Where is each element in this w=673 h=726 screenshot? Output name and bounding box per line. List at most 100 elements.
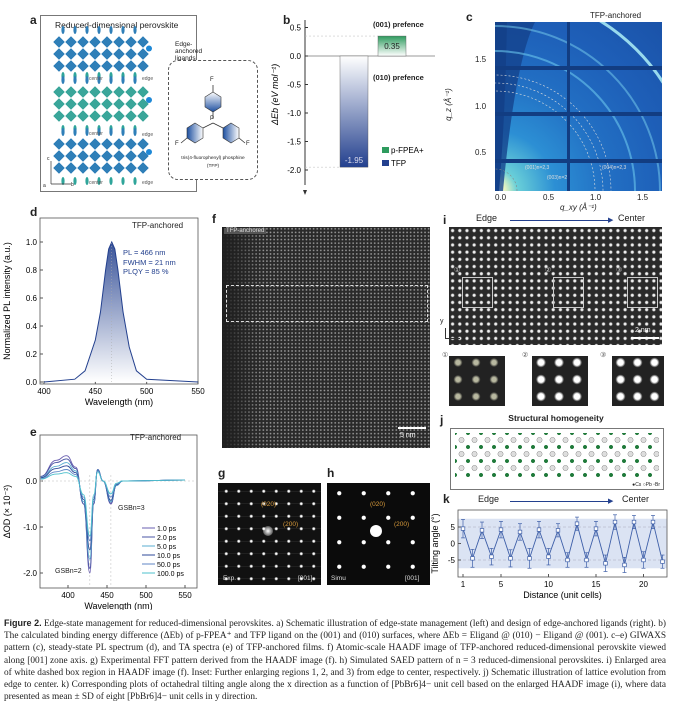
b-ytick-label: -0.5	[287, 81, 301, 90]
octahedron	[112, 97, 126, 111]
d-xtick-label: 400	[37, 387, 51, 396]
perovskite-lattice-illustration	[50, 26, 152, 185]
octahedron	[88, 109, 102, 123]
b-ytick-label: 0.0	[290, 52, 302, 61]
spot-200: (200)	[394, 521, 410, 528]
pl-info: PL = 466 nm FWHM = 21 nm PLQY = 85 %	[123, 248, 176, 277]
octahedron	[136, 59, 150, 73]
c-ylabel: q_z (Å⁻¹)	[443, 88, 453, 121]
k-data-point	[555, 528, 561, 533]
octahedron	[124, 59, 138, 73]
k-data-point	[574, 521, 580, 526]
chart-e-ta-spectra: 400 450 500 550 0.0 -1.0 -2.0 Wavelength (nm) ΔO…	[2, 434, 198, 610]
gsb-n3-label: GSBn=3	[118, 505, 145, 512]
organic-spacer	[97, 177, 101, 185]
region-2-box	[553, 277, 584, 308]
panel-f-label: f	[212, 212, 216, 226]
legend-label: p-FPEA+	[391, 146, 424, 155]
octahedron	[88, 97, 102, 111]
d-ytick-label: 0.0	[26, 378, 38, 387]
k-data-point	[546, 554, 551, 559]
k-ylabel: Tilting angle (°)	[430, 513, 440, 573]
edge-ligand	[146, 149, 152, 155]
panel-i-label: i	[443, 213, 447, 227]
octahedron	[124, 149, 138, 163]
lattice-schematic: ●Cs ○Pb ▫Br	[450, 428, 664, 490]
octahedron	[88, 85, 102, 99]
e-plot-frame	[39, 434, 198, 589]
molecule-abbr: (TFP)	[206, 164, 220, 169]
k-series-line	[462, 521, 663, 566]
octahedron	[52, 47, 66, 61]
legend-label: 100.0 ps	[157, 571, 184, 578]
octahedron	[136, 137, 150, 151]
k-data-point	[650, 519, 656, 525]
octahedron	[52, 59, 66, 73]
k-data-point	[508, 556, 513, 561]
b-ytick-label: -1.5	[287, 138, 301, 147]
octahedron	[112, 109, 126, 123]
octahedron	[124, 161, 138, 175]
k-data-point	[612, 519, 618, 525]
k-data-point	[460, 526, 466, 531]
k-data-point	[489, 554, 494, 559]
pl-curve	[43, 240, 199, 383]
panel-j-title: Structural homogeneity	[508, 413, 604, 423]
giwaxs-rings	[495, 22, 662, 191]
i-center-label: Center	[618, 213, 646, 223]
panel-j-label: j	[440, 413, 444, 427]
d-ylabel: Normalized PL intensity (a.u.)	[2, 242, 12, 360]
k-data-point	[593, 526, 599, 531]
giwaxs-annotation-003: (003)n=2	[547, 175, 568, 181]
organic-spacer	[97, 26, 101, 34]
octahedron	[52, 85, 66, 99]
organic-spacer	[61, 177, 65, 185]
k-ytick-label: -5	[448, 556, 456, 565]
pl-fwhm: FWHM = 21 nm	[123, 257, 176, 267]
organic-spacer	[121, 128, 125, 136]
d-ytick-label: 0.2	[26, 350, 38, 359]
k-xtick-label: 10	[544, 580, 553, 589]
axis-arrow	[303, 190, 307, 195]
e-xtick-label: 550	[178, 591, 192, 600]
c-ytick: 1.0	[475, 102, 487, 111]
organic-spacer	[133, 76, 137, 84]
k-data-point	[631, 519, 637, 525]
octahedron	[100, 137, 114, 151]
panel-c-label: c	[466, 10, 473, 24]
panel-a-schematic: Reduced-dimensional perovskite center ce…	[40, 15, 202, 192]
k-ytick-label: 5	[451, 523, 456, 532]
octahedron	[100, 161, 114, 175]
giwaxs-pattern-image: (001)n=2,3 (003)n=2 (004)n=2,3	[495, 22, 662, 191]
octahedron	[52, 97, 66, 111]
octahedron	[64, 85, 78, 99]
panel-f-tag: TFP-anchored	[224, 228, 267, 234]
edge-label: edge	[142, 180, 154, 186]
saed-center-spot	[370, 525, 382, 537]
organic-spacer	[121, 76, 125, 84]
octahedron	[88, 149, 102, 163]
octahedron	[76, 137, 90, 151]
fft-pattern: (020) (200) Exp. [001]	[218, 483, 321, 585]
giwaxs-annotation-004: (004)n=2,3	[602, 165, 627, 171]
pl-area	[44, 242, 198, 382]
b-ytick-label: 0.5	[290, 24, 302, 33]
scale-bar	[398, 427, 426, 429]
region-2-label: ②	[545, 267, 552, 274]
c-xtick: 0.5	[543, 193, 555, 202]
bar-p-FPEA+	[377, 35, 407, 57]
octahedron	[100, 149, 114, 163]
octahedron	[76, 149, 90, 163]
c-xtick: 0.0	[495, 193, 507, 202]
i-edge-label: Edge	[476, 213, 498, 223]
octahedron	[124, 35, 138, 49]
chart-b-binding-energy: 0.5 0.0 -0.5 -1.0 -1.5 -2.0 -1.95 0.35 ΔEb (eV m…	[270, 20, 435, 195]
inset-region-2	[532, 356, 588, 406]
caption-head: Figure 2.	[4, 618, 42, 628]
octahedron	[76, 59, 90, 73]
octahedron	[124, 109, 138, 123]
e-xtick-label: 450	[100, 591, 114, 600]
octahedron	[100, 97, 114, 111]
organic-spacer	[97, 128, 101, 136]
